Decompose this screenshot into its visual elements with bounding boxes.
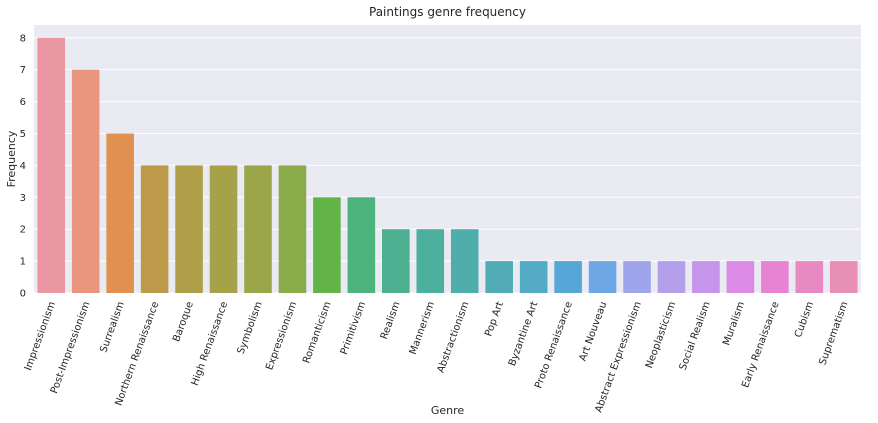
bar xyxy=(106,133,134,293)
y-tick-label: 2 xyxy=(20,225,26,236)
x-tick-label: Muralism xyxy=(721,300,747,347)
x-tick-label: Suprematism xyxy=(817,300,850,366)
bar xyxy=(829,261,858,293)
x-tick-label: Mannerism xyxy=(408,300,437,356)
x-tick-label: Pop Art xyxy=(483,300,506,338)
y-tick-label: 3 xyxy=(20,193,26,204)
bar xyxy=(382,229,410,293)
bar xyxy=(175,165,203,293)
bar xyxy=(71,69,100,294)
x-tick-label: Abstractionism xyxy=(436,300,472,374)
bar xyxy=(416,229,445,293)
y-tick-labels: 0 1 2 3 4 5 6 7 8 xyxy=(20,33,26,299)
y-tick-label: 1 xyxy=(20,257,26,268)
bar xyxy=(795,261,824,293)
x-tick-label: Surrealism xyxy=(98,300,127,354)
bars xyxy=(37,37,858,294)
x-tick-label: Cubism xyxy=(793,300,816,339)
bar xyxy=(450,229,479,293)
x-tick-label: Realism xyxy=(379,300,403,341)
y-tick-label: 0 xyxy=(20,289,26,300)
y-tick-label: 5 xyxy=(20,129,26,140)
bar xyxy=(519,261,548,293)
bar xyxy=(692,261,720,293)
bar xyxy=(313,197,341,293)
bar xyxy=(726,261,755,293)
x-tick-label: Post-Impressionism xyxy=(49,300,93,395)
x-tick-label: Byzantine Art xyxy=(507,300,541,367)
bar xyxy=(37,37,66,294)
x-tick-label: Social Realism xyxy=(678,300,713,372)
x-tick-label: Impressionism xyxy=(23,300,58,372)
x-tick-label: Art Nouveau xyxy=(578,300,610,363)
x-tick-label: Expressionism xyxy=(264,300,299,371)
bar xyxy=(278,165,307,293)
bar xyxy=(347,197,376,293)
y-tick-label: 6 xyxy=(20,97,26,108)
x-tick-label: Neoplasticism xyxy=(644,300,678,370)
bar xyxy=(657,261,686,293)
x-tick-label: Proto Renaissance xyxy=(533,300,575,390)
x-tick-label: Romanticism xyxy=(301,300,333,365)
bar xyxy=(554,261,582,293)
y-axis-label: Frequency xyxy=(5,130,18,187)
bar xyxy=(244,165,272,293)
x-tick-label: Primitivism xyxy=(339,300,368,356)
x-tick-label: High Renaissance xyxy=(190,300,231,387)
bar xyxy=(588,261,617,293)
y-tick-label: 7 xyxy=(20,65,26,76)
x-tick-label: Early Renaissance xyxy=(740,300,781,389)
chart-title: Paintings genre frequency xyxy=(369,5,526,19)
x-tick-label: Baroque xyxy=(171,300,196,343)
bar xyxy=(485,261,513,293)
bar xyxy=(140,165,169,293)
gridlines xyxy=(34,37,861,294)
y-tick-label: 4 xyxy=(20,161,26,172)
y-tick-label: 8 xyxy=(20,33,26,44)
bar xyxy=(209,165,238,293)
bar xyxy=(623,261,651,293)
bar xyxy=(761,261,789,293)
x-tick-label: Symbolism xyxy=(236,300,265,355)
x-axis-label: Genre xyxy=(431,404,465,417)
